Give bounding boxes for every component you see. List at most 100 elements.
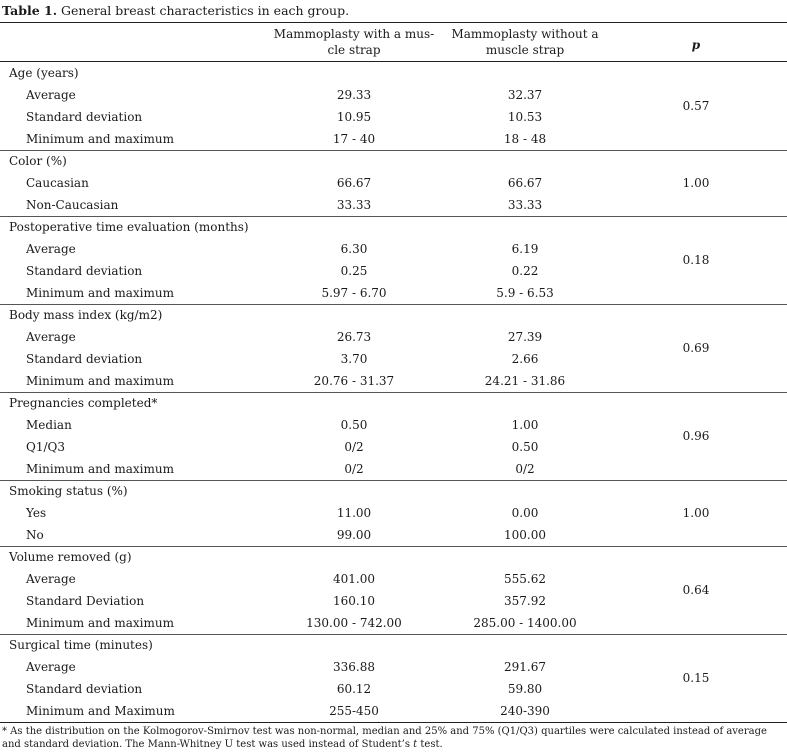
cell-with-strap: 5.97 - 6.70	[321, 286, 387, 300]
cell-without-strap: 357.92	[504, 594, 546, 608]
table-row: Minimum and Maximum 255-450 240-390	[0, 700, 787, 722]
cell-with-strap: 60.12	[336, 682, 372, 696]
header-col1-line2: cle strap	[327, 42, 381, 57]
p-value: 1.00	[682, 506, 710, 520]
footnote-part2: test.	[417, 738, 443, 750]
bottom-rule	[0, 722, 787, 724]
cell-without-strap: 24.21 - 31.86	[484, 374, 566, 388]
row-label: Average	[26, 330, 76, 344]
table-row: Average 29.33 32.37	[0, 84, 787, 106]
table-row: Minimum and maximum 5.97 - 6.70 5.9 - 6.53	[0, 282, 787, 304]
p-value: 0.96	[682, 429, 710, 443]
table-row: Minimum and maximum 0/2 0/2	[0, 458, 787, 480]
table-row: Average 401.00 555.62	[0, 568, 787, 590]
group-title-row: Surgical time (minutes)	[0, 634, 787, 656]
group-divider	[0, 479, 787, 481]
cell-without-strap: 5.9 - 6.53	[496, 286, 554, 300]
table-caption: Table 1. General breast characteristics …	[2, 3, 349, 19]
cell-without-strap: 100.00	[504, 528, 546, 542]
cell-without-strap: 32.37	[507, 88, 543, 102]
cell-without-strap: 2.66	[511, 352, 539, 366]
header-p: p	[691, 38, 701, 52]
cell-without-strap: 0.00	[511, 506, 539, 520]
table-row: Minimum and maximum 17 - 40 18 - 48	[0, 128, 787, 150]
row-label: Standard deviation	[26, 682, 143, 696]
cell-with-strap: 0/2	[344, 462, 364, 476]
cell-with-strap: 26.73	[336, 330, 372, 344]
header-rule	[0, 61, 787, 62]
group-title: Volume removed (g)	[9, 550, 132, 564]
cell-with-strap: 99.00	[336, 528, 372, 542]
footnote: * As the distribution on the Kolmogorov-…	[2, 726, 785, 751]
table-row: Standard deviation 60.12 59.80	[0, 678, 787, 700]
header-col2: Mammoplasty without a muscle strap	[440, 27, 610, 58]
cell-with-strap: 11.00	[336, 506, 372, 520]
cell-with-strap: 33.33	[336, 198, 372, 212]
row-label: Median	[26, 418, 72, 432]
table-row: Average 336.88 291.67	[0, 656, 787, 678]
table-row: Standard deviation 0.25 0.22	[0, 260, 787, 282]
row-label: Yes	[26, 506, 47, 520]
cell-with-strap: 0.50	[340, 418, 368, 432]
cell-with-strap: 10.95	[336, 110, 372, 124]
caption-label: Table 1.	[2, 3, 58, 18]
cell-with-strap: 3.70	[340, 352, 368, 366]
header-col1-line1: Mammoplasty with a mus-	[273, 27, 435, 41]
row-label: Average	[26, 242, 76, 256]
cell-with-strap: 130.00 - 742.00	[306, 616, 402, 630]
cell-without-strap: 0.22	[511, 264, 539, 278]
row-label: Caucasian	[26, 176, 89, 190]
table-row: Yes 11.00 0.00	[0, 502, 787, 524]
row-label: Average	[26, 660, 76, 674]
header-col1: Mammoplasty with a mus- cle strap	[270, 27, 438, 58]
row-label: Minimum and Maximum	[26, 704, 175, 718]
table-row: Minimum and maximum 20.76 - 31.37 24.21 - …	[0, 370, 787, 392]
group-title: Pregnancies completed*	[9, 396, 158, 410]
caption-text: General breast characteristics in each g…	[57, 3, 350, 18]
group-divider	[0, 303, 787, 305]
cell-with-strap: 336.88	[333, 660, 375, 674]
p-value: 0.57	[682, 99, 710, 113]
header-col2-line2: muscle strap	[485, 42, 565, 57]
cell-without-strap: 33.33	[507, 198, 543, 212]
row-label: No	[26, 528, 44, 542]
cell-with-strap: 66.67	[336, 176, 372, 190]
row-label: Q1/Q3	[26, 440, 65, 454]
cell-with-strap: 0.25	[340, 264, 368, 278]
group-title-row: Pregnancies completed*	[0, 392, 787, 414]
cell-with-strap: 160.10	[333, 594, 375, 608]
row-label: Minimum and maximum	[26, 616, 174, 630]
group-title-row: Body mass index (kg/m2)	[0, 304, 787, 326]
row-label: Standard deviation	[26, 110, 143, 124]
row-label: Average	[26, 88, 76, 102]
row-label: Average	[26, 572, 76, 586]
group-divider	[0, 633, 787, 635]
row-label: Minimum and maximum	[26, 374, 174, 388]
group-divider	[0, 545, 787, 547]
group-divider	[0, 149, 787, 151]
table-row: Average 6.30 6.19	[0, 238, 787, 260]
group-title: Age (years)	[9, 66, 79, 80]
cell-without-strap: 27.39	[507, 330, 543, 344]
table-row: Caucasian 66.67 66.67	[0, 172, 787, 194]
row-label: Non-Caucasian	[26, 198, 119, 212]
table-row: Q1/Q3 0/2 0.50	[0, 436, 787, 458]
group-title-row: Postoperative time evaluation (months)	[0, 216, 787, 238]
top-rule	[0, 22, 787, 24]
cell-without-strap: 0.50	[511, 440, 539, 454]
group-divider	[0, 215, 787, 217]
cell-without-strap: 66.67	[507, 176, 543, 190]
cell-without-strap: 59.80	[507, 682, 543, 696]
cell-without-strap: 285.00 - 1400.00	[473, 616, 577, 630]
cell-without-strap: 240-390	[500, 704, 550, 718]
p-value: 0.18	[682, 253, 710, 267]
row-label: Minimum and maximum	[26, 286, 174, 300]
group-title: Surgical time (minutes)	[9, 638, 153, 652]
p-value: 1.00	[682, 176, 710, 190]
cell-with-strap: 29.33	[336, 88, 372, 102]
group-title-row: Age (years)	[0, 62, 787, 84]
cell-with-strap: 0/2	[344, 440, 364, 454]
cell-with-strap: 255-450	[329, 704, 379, 718]
p-value: 0.64	[682, 583, 710, 597]
group-title: Color (%)	[9, 154, 67, 168]
